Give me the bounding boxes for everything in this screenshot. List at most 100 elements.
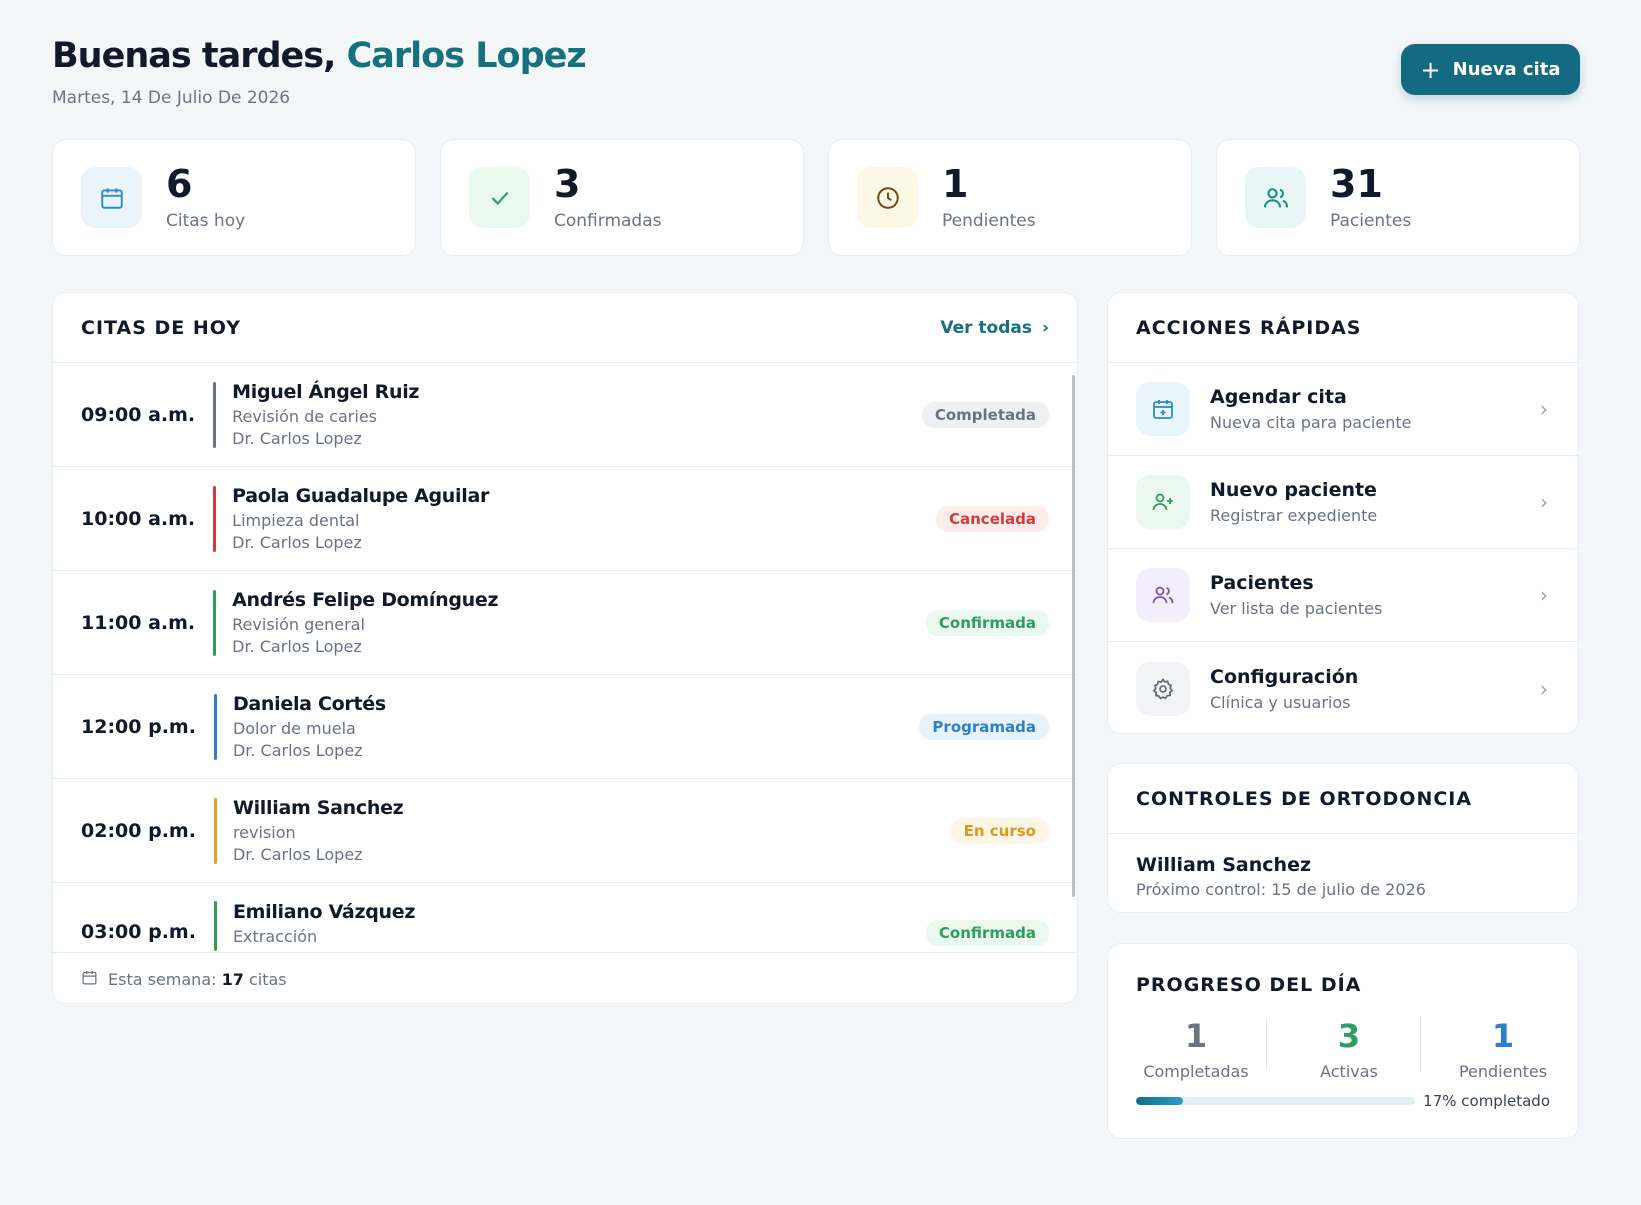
quick-actions-title: ACCIONES RÁPIDAS xyxy=(1136,316,1362,339)
new-appointment-label: Nueva cita xyxy=(1452,59,1561,80)
quick-action-title: Nuevo paciente xyxy=(1210,479,1377,501)
patient-name: Daniela Cortés xyxy=(232,693,386,715)
stat-value: 3 xyxy=(554,161,581,206)
stat-card-today: 6 Citas hoy xyxy=(52,139,416,256)
appointments-footer: Esta semana: 17 citas xyxy=(53,952,1077,1003)
status-bar xyxy=(213,901,217,951)
patient-name: Paola Guadalupe Aguilar xyxy=(232,485,490,507)
pending-label: Pendientes xyxy=(1458,1062,1548,1081)
appointment-time: 09:00 a.m. xyxy=(81,403,196,426)
appointment-reason: Revisión general xyxy=(232,615,365,634)
appointment-time: 12:00 p.m. xyxy=(81,715,196,738)
appointment-reason: Revisión de caries xyxy=(232,407,377,426)
scrollbar[interactable] xyxy=(1072,375,1075,897)
status-bar xyxy=(213,381,217,448)
quick-action-4[interactable]: Configuración Clínica y usuarios › xyxy=(1108,642,1578,733)
calendar-icon xyxy=(81,969,98,990)
appointment-info: Miguel Ángel Ruiz Revisión de caries Dr. C… xyxy=(232,381,419,448)
appointment-info: Andrés Felipe Domínguez Revisión general D… xyxy=(232,589,498,656)
appointment-row[interactable]: 10:00 a.m. Paola Guadalupe Aguilar Limpiez… xyxy=(53,467,1077,571)
week-count: 17 xyxy=(221,969,244,989)
progress-percent-label: 17% completado xyxy=(1423,1092,1550,1110)
appointment-row[interactable]: 11:00 a.m. Andrés Felipe Domínguez Revisió… xyxy=(53,571,1077,675)
progress-active: 3 Activas xyxy=(1274,1020,1424,1081)
appointments-list[interactable]: 09:00 a.m. Miguel Ángel Ruiz Revisión de c… xyxy=(53,363,1077,952)
status-badge: Completada xyxy=(921,401,1049,428)
appointment-doctor: Dr. Carlos Lopez xyxy=(232,533,362,552)
appointment-time: 02:00 p.m. xyxy=(81,819,196,842)
ortho-item[interactable]: William Sanchez Próximo control: 15 de j… xyxy=(1108,834,1578,919)
new-appointment-button[interactable]: + Nueva cita xyxy=(1401,44,1580,95)
quick-action-subtitle: Nueva cita para paciente xyxy=(1210,413,1412,432)
quick-action-title: Agendar cita xyxy=(1210,386,1347,408)
stat-card-pending: 1 Pendientes xyxy=(828,139,1192,256)
ortho-header: CONTROLES DE ORTODONCIA xyxy=(1108,764,1578,834)
appointment-reason: Limpieza dental xyxy=(232,511,360,530)
quick-actions-header: ACCIONES RÁPIDAS xyxy=(1108,293,1578,363)
active-value: 3 xyxy=(1337,1017,1361,1055)
greeting-text: Buenas tardes, xyxy=(52,36,336,76)
ortho-title: CONTROLES DE ORTODONCIA xyxy=(1136,787,1473,810)
week-prefix: Esta semana: xyxy=(108,969,217,989)
chevron-right-icon: › xyxy=(1540,676,1548,701)
stat-card-confirmed: 3 Confirmadas xyxy=(440,139,804,256)
appointment-reason: revision xyxy=(232,823,296,842)
patient-name: Andrés Felipe Domínguez xyxy=(232,589,499,611)
stat-value: 1 xyxy=(942,161,969,206)
quick-action-3[interactable]: Pacientes Ver lista de pacientes › xyxy=(1108,549,1578,642)
check-icon xyxy=(469,167,530,228)
current-date: Martes, 14 De Julio De 2026 xyxy=(52,88,291,108)
appointment-info: William Sanchez revision Dr. Carlos Lopez xyxy=(233,797,404,864)
appointment-info: Paola Guadalupe Aguilar Limpieza dental Dr… xyxy=(232,485,489,552)
status-badge: Confirmada xyxy=(925,920,1049,946)
appointment-info: Daniela Cortés Dolor de muela Dr. Carlos L… xyxy=(233,693,386,760)
stat-value: 31 xyxy=(1330,161,1383,206)
divider xyxy=(1266,1018,1267,1070)
status-badge: En curso xyxy=(950,817,1049,844)
appointment-reason: Dolor de muela xyxy=(232,719,356,738)
users-icon xyxy=(1136,568,1190,622)
completed-value: 1 xyxy=(1184,1017,1208,1055)
page-header: Buenas tardes, Carlos Lopez Martes, 14 D… xyxy=(52,36,587,108)
appointment-row[interactable]: 02:00 p.m. William Sanchez revision Dr. Car… xyxy=(53,779,1077,883)
quick-action-subtitle: Ver lista de pacientes xyxy=(1210,599,1383,618)
patient-name: Emiliano Vázquez xyxy=(232,901,416,923)
calendar-icon xyxy=(81,167,142,228)
quick-actions-card: ACCIONES RÁPIDAS Agendar cita Nueva cita … xyxy=(1107,292,1579,734)
ortho-next-control: Próximo control: 15 de julio de 2026 xyxy=(1136,880,1426,899)
appointment-row[interactable]: 09:00 a.m. Miguel Ángel Ruiz Revisión de c… xyxy=(53,363,1077,467)
quick-action-subtitle: Clínica y usuarios xyxy=(1210,692,1351,712)
patient-name: William Sanchez xyxy=(232,797,404,819)
appointment-row[interactable]: 03:00 p.m. Emiliano Vázquez Extracción Conf… xyxy=(53,883,1077,952)
chevron-right-icon: › xyxy=(1540,397,1548,421)
quick-action-title: Configuración xyxy=(1210,665,1359,688)
status-bar xyxy=(213,485,217,552)
progress-pending: 1 Pendientes xyxy=(1428,1020,1578,1081)
stat-label: Pendientes xyxy=(942,210,1036,231)
quick-action-1[interactable]: Agendar cita Nueva cita para paciente › xyxy=(1108,363,1578,456)
patient-name: Miguel Ángel Ruiz xyxy=(232,381,420,403)
clock-icon xyxy=(857,167,918,228)
quick-action-title: Pacientes xyxy=(1210,572,1314,594)
status-bar xyxy=(213,693,217,760)
status-bar xyxy=(213,797,217,864)
status-badge: Cancelada xyxy=(936,505,1049,532)
appointment-doctor: Dr. Carlos Lopez xyxy=(232,429,362,448)
user-name: Carlos Lopez xyxy=(346,36,587,76)
appointment-row[interactable]: 12:00 p.m. Daniela Cortés Dolor de muela Dr… xyxy=(53,675,1077,779)
appointments-header: CITAS DE HOY Ver todas › xyxy=(53,293,1077,363)
pending-value: 1 xyxy=(1491,1017,1515,1055)
ortho-patient: William Sanchez xyxy=(1136,854,1312,876)
progress-bar-fill xyxy=(1136,1097,1184,1105)
progress-completed: 1 Completadas xyxy=(1121,1020,1271,1081)
quick-action-subtitle: Registrar expediente xyxy=(1210,506,1378,525)
appointment-doctor: Dr. Carlos Lopez xyxy=(232,637,362,656)
view-all-link[interactable]: Ver todas › xyxy=(940,318,1049,338)
status-badge: Confirmada xyxy=(925,609,1049,636)
status-badge: Programada xyxy=(919,713,1049,740)
completed-label: Completadas xyxy=(1143,1062,1249,1081)
progress-title: PROGRESO DEL DÍA xyxy=(1136,974,1362,996)
appointment-time: 10:00 a.m. xyxy=(81,507,196,530)
quick-action-2[interactable]: Nuevo paciente Registrar expediente › xyxy=(1108,456,1578,549)
week-suffix: citas xyxy=(248,969,287,989)
